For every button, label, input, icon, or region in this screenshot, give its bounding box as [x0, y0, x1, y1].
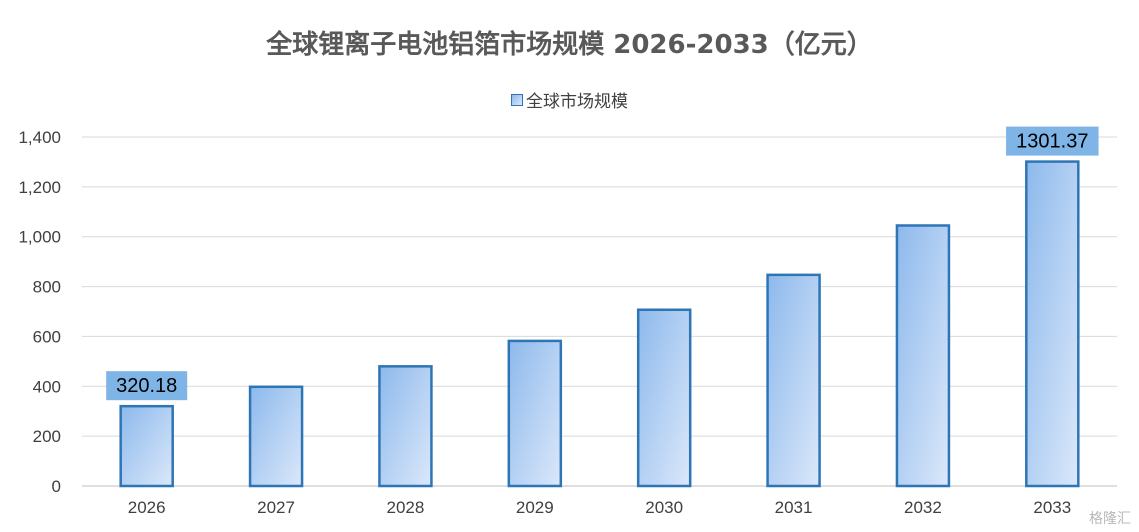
- watermark: 格隆汇: [1089, 511, 1131, 527]
- chart-title: 全球锂离子电池铝箔市场规模 2026-2033（亿元）: [266, 30, 873, 60]
- y-tick-label: 400: [33, 377, 61, 396]
- y-axis-ticks: 0 200 400 600 800 1,000 1,200 1,400: [18, 128, 61, 496]
- y-tick-label: 800: [33, 278, 61, 297]
- x-tick-label: 2030: [645, 498, 683, 517]
- legend-swatch: [511, 94, 523, 106]
- x-tick-label: 2028: [387, 498, 425, 517]
- bar: [636, 308, 692, 488]
- data-label: 1301.37: [1016, 131, 1088, 153]
- bar: [766, 273, 821, 488]
- y-tick-label: 0: [52, 477, 61, 496]
- x-tick-label: 2033: [1033, 498, 1071, 517]
- data-label-box: [1006, 126, 1099, 156]
- bar: [1025, 160, 1080, 488]
- x-tick-label: 2032: [904, 498, 942, 517]
- x-tick-label: 2026: [128, 498, 166, 517]
- x-tick-label: 2027: [257, 498, 295, 517]
- legend: 全球市场规模: [0, 87, 1139, 112]
- bar: [248, 385, 304, 488]
- x-tick-label: 2031: [775, 498, 813, 517]
- data-label-box: [106, 371, 188, 401]
- data-labels: 320.18 1301.37: [106, 126, 1099, 401]
- y-tick-label: 1,200: [18, 178, 61, 197]
- x-axis-ticks: 2026 2027 2028 2029 2030 2031 2032 2033: [128, 498, 1071, 517]
- y-tick-label: 1,400: [18, 128, 61, 147]
- bar: [378, 365, 433, 488]
- gridlines: [82, 136, 1117, 487]
- bar: [119, 404, 174, 488]
- data-label: 320.18: [116, 375, 177, 397]
- y-tick-label: 600: [33, 327, 61, 346]
- y-tick-label: 1,000: [18, 228, 61, 247]
- legend-label: 全球市场规模: [526, 92, 628, 112]
- bar: [895, 224, 951, 488]
- y-tick-label: 200: [33, 427, 61, 446]
- bars: [119, 160, 1080, 488]
- bar: [507, 339, 563, 488]
- x-tick-label: 2029: [516, 498, 554, 517]
